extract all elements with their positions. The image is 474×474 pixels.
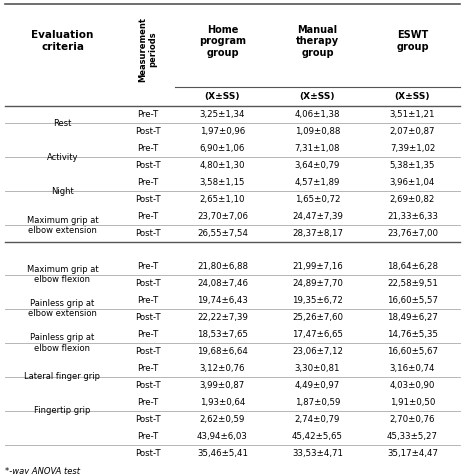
Text: 3,51±1,21: 3,51±1,21 bbox=[390, 110, 435, 119]
Text: 24,08±7,46: 24,08±7,46 bbox=[197, 279, 248, 288]
Text: 16,60±5,67: 16,60±5,67 bbox=[387, 347, 438, 356]
Text: Activity: Activity bbox=[47, 153, 78, 162]
Text: 33,53±4,71: 33,53±4,71 bbox=[292, 449, 343, 458]
Text: 1,93±0,64: 1,93±0,64 bbox=[200, 398, 245, 407]
Text: 17,47±6,65: 17,47±6,65 bbox=[292, 330, 343, 339]
Text: 45,33±5,27: 45,33±5,27 bbox=[387, 432, 438, 441]
Text: 35,17±4,47: 35,17±4,47 bbox=[387, 449, 438, 458]
Text: Post-T: Post-T bbox=[135, 195, 160, 204]
Text: Pre-T: Pre-T bbox=[137, 178, 158, 187]
Text: Pre-T: Pre-T bbox=[137, 364, 158, 373]
Text: 18,49±6,27: 18,49±6,27 bbox=[387, 313, 438, 322]
Text: Painless grip at
elbow extension: Painless grip at elbow extension bbox=[28, 299, 97, 319]
Text: Post-T: Post-T bbox=[135, 229, 160, 238]
Text: Pre-T: Pre-T bbox=[137, 110, 158, 119]
Text: 2,70±0,76: 2,70±0,76 bbox=[390, 415, 435, 424]
Text: 3,64±0,79: 3,64±0,79 bbox=[295, 161, 340, 170]
Text: Measurement
periods: Measurement periods bbox=[138, 17, 157, 82]
Text: Post-T: Post-T bbox=[135, 381, 160, 390]
Text: Maximum grip at
elbow flexion: Maximum grip at elbow flexion bbox=[27, 265, 98, 284]
Text: 2,65±1,10: 2,65±1,10 bbox=[200, 195, 245, 204]
Text: 1,87±0,59: 1,87±0,59 bbox=[295, 398, 340, 407]
Text: 2,74±0,79: 2,74±0,79 bbox=[295, 415, 340, 424]
Text: Painless grip at
elbow flexion: Painless grip at elbow flexion bbox=[30, 333, 95, 353]
Text: 2,69±0,82: 2,69±0,82 bbox=[390, 195, 435, 204]
Text: 3,58±1,15: 3,58±1,15 bbox=[200, 178, 245, 187]
Text: 4,03±0,90: 4,03±0,90 bbox=[390, 381, 435, 390]
Text: 19,74±6,43: 19,74±6,43 bbox=[197, 296, 248, 305]
Text: Home
program
group: Home program group bbox=[199, 25, 246, 58]
Text: 2,07±0,87: 2,07±0,87 bbox=[390, 127, 435, 136]
Text: 1,09±0,88: 1,09±0,88 bbox=[295, 127, 340, 136]
Text: 23,70±7,06: 23,70±7,06 bbox=[197, 212, 248, 221]
Text: 21,99±7,16: 21,99±7,16 bbox=[292, 262, 343, 271]
Text: 24,47±7,39: 24,47±7,39 bbox=[292, 212, 343, 221]
Text: 19,35±6,72: 19,35±6,72 bbox=[292, 296, 343, 305]
Text: Pre-T: Pre-T bbox=[137, 144, 158, 153]
Text: 6,90±1,06: 6,90±1,06 bbox=[200, 144, 245, 153]
Text: Pre-T: Pre-T bbox=[137, 212, 158, 221]
Text: Rest: Rest bbox=[53, 118, 72, 128]
Text: Post-T: Post-T bbox=[135, 279, 160, 288]
Text: Post-T: Post-T bbox=[135, 127, 160, 136]
Text: 1,91±0,50: 1,91±0,50 bbox=[390, 398, 435, 407]
Text: 3,30±0,81: 3,30±0,81 bbox=[295, 364, 340, 373]
Text: 26,55±7,54: 26,55±7,54 bbox=[197, 229, 248, 238]
Text: Manual
therapy
group: Manual therapy group bbox=[296, 25, 339, 58]
Text: Post-T: Post-T bbox=[135, 415, 160, 424]
Text: 5,38±1,35: 5,38±1,35 bbox=[390, 161, 435, 170]
Text: Maximum grip at
elbow extension: Maximum grip at elbow extension bbox=[27, 216, 98, 235]
Text: 3,12±0,76: 3,12±0,76 bbox=[200, 364, 245, 373]
Text: Pre-T: Pre-T bbox=[137, 262, 158, 271]
Text: Night: Night bbox=[51, 187, 74, 196]
Text: 25,26±7,60: 25,26±7,60 bbox=[292, 313, 343, 322]
Text: 23,76±7,00: 23,76±7,00 bbox=[387, 229, 438, 238]
Text: 7,31±1,08: 7,31±1,08 bbox=[295, 144, 340, 153]
Text: Pre-T: Pre-T bbox=[137, 330, 158, 339]
Text: 3,25±1,34: 3,25±1,34 bbox=[200, 110, 245, 119]
Text: ESWT
group: ESWT group bbox=[396, 30, 429, 52]
Text: 1,65±0,72: 1,65±0,72 bbox=[295, 195, 340, 204]
Text: 24,89±7,70: 24,89±7,70 bbox=[292, 279, 343, 288]
Text: (X±SS): (X±SS) bbox=[205, 92, 240, 101]
Text: 23,06±7,12: 23,06±7,12 bbox=[292, 347, 343, 356]
Text: 4,49±0,97: 4,49±0,97 bbox=[295, 381, 340, 390]
Text: Lateral finger grip: Lateral finger grip bbox=[25, 373, 100, 382]
Text: 19,68±6,64: 19,68±6,64 bbox=[197, 347, 248, 356]
Text: 21,80±6,88: 21,80±6,88 bbox=[197, 262, 248, 271]
Text: 28,37±8,17: 28,37±8,17 bbox=[292, 229, 343, 238]
Text: 16,60±5,57: 16,60±5,57 bbox=[387, 296, 438, 305]
Text: Evaluation
criteria: Evaluation criteria bbox=[31, 30, 94, 52]
Text: (X±SS): (X±SS) bbox=[300, 92, 335, 101]
Text: 22,22±7,39: 22,22±7,39 bbox=[197, 313, 248, 322]
Text: Pre-T: Pre-T bbox=[137, 398, 158, 407]
Text: 21,33±6,33: 21,33±6,33 bbox=[387, 212, 438, 221]
Text: 3,99±0,87: 3,99±0,87 bbox=[200, 381, 245, 390]
Text: *-way ANOVA test: *-way ANOVA test bbox=[5, 467, 80, 474]
Text: Post-T: Post-T bbox=[135, 161, 160, 170]
Text: 18,53±7,65: 18,53±7,65 bbox=[197, 330, 248, 339]
Text: Post-T: Post-T bbox=[135, 449, 160, 458]
Text: 1,97±0,96: 1,97±0,96 bbox=[200, 127, 245, 136]
Text: 4,57±1,89: 4,57±1,89 bbox=[295, 178, 340, 187]
Text: 3,16±0,74: 3,16±0,74 bbox=[390, 364, 435, 373]
Text: 18,64±6,28: 18,64±6,28 bbox=[387, 262, 438, 271]
Text: Pre-T: Pre-T bbox=[137, 296, 158, 305]
Text: 4,80±1,30: 4,80±1,30 bbox=[200, 161, 245, 170]
Text: 14,76±5,35: 14,76±5,35 bbox=[387, 330, 438, 339]
Text: 43,94±6,03: 43,94±6,03 bbox=[197, 432, 248, 441]
Text: Pre-T: Pre-T bbox=[137, 432, 158, 441]
Text: 7,39±1,02: 7,39±1,02 bbox=[390, 144, 435, 153]
Text: Post-T: Post-T bbox=[135, 313, 160, 322]
Text: 35,46±5,41: 35,46±5,41 bbox=[197, 449, 248, 458]
Text: 45,42±5,65: 45,42±5,65 bbox=[292, 432, 343, 441]
Text: 4,06±1,38: 4,06±1,38 bbox=[295, 110, 340, 119]
Text: 3,96±1,04: 3,96±1,04 bbox=[390, 178, 435, 187]
Text: 22,58±9,51: 22,58±9,51 bbox=[387, 279, 438, 288]
Text: Fingertip grip: Fingertip grip bbox=[34, 406, 91, 415]
Text: Post-T: Post-T bbox=[135, 347, 160, 356]
Text: (X±SS): (X±SS) bbox=[395, 92, 430, 101]
Text: 2,62±0,59: 2,62±0,59 bbox=[200, 415, 245, 424]
